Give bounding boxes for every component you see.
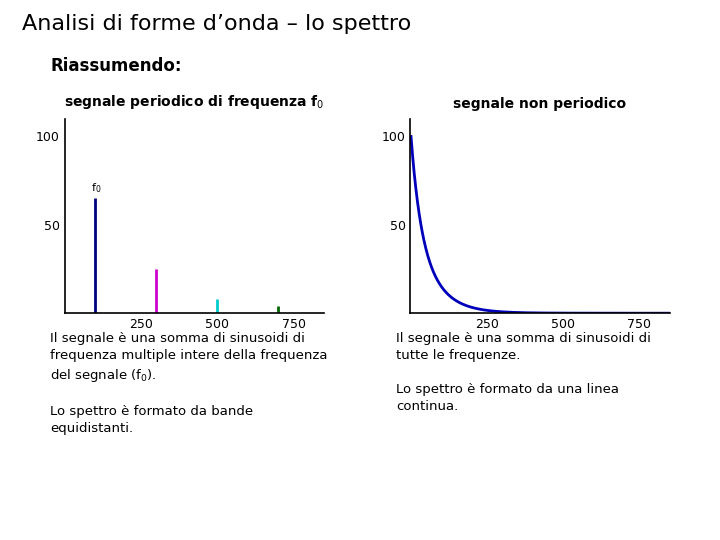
Text: Il segnale è una somma di sinusoidi di
frequenza multiple intere della frequenza: Il segnale è una somma di sinusoidi di f… [50, 332, 328, 435]
Text: Riassumendo:: Riassumendo: [50, 57, 182, 75]
Text: Il segnale è una somma di sinusoidi di
tutte le frequenze.

Lo spettro è formato: Il segnale è una somma di sinusoidi di t… [396, 332, 651, 413]
Text: Analisi di forme d’onda – lo spettro: Analisi di forme d’onda – lo spettro [22, 14, 411, 33]
Text: f$_0$: f$_0$ [91, 181, 101, 195]
Text: segnale periodico di frequenza f$_0$: segnale periodico di frequenza f$_0$ [64, 93, 325, 111]
Text: segnale non periodico: segnale non periodico [454, 97, 626, 111]
